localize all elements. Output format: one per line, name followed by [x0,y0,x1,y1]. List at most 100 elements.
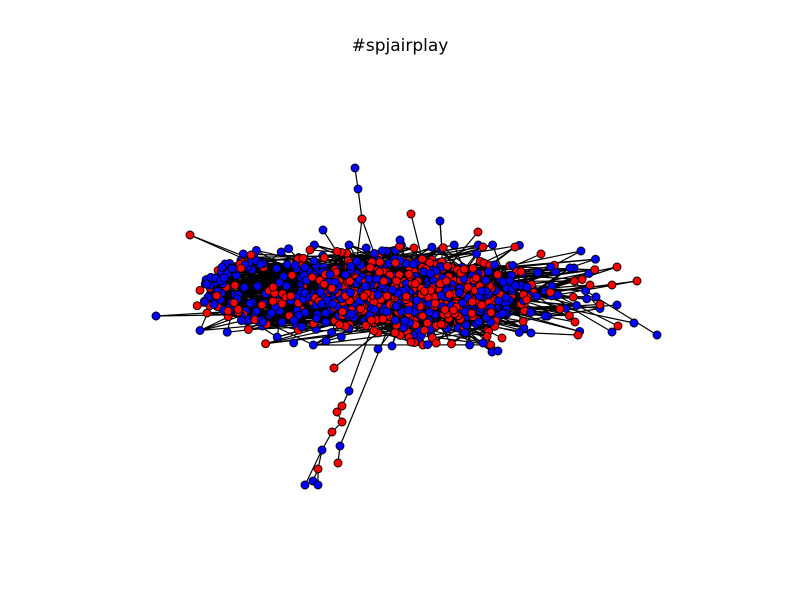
graph-node-blue [222,327,232,337]
graph-node-red [430,298,440,308]
graph-node-red [406,209,416,219]
graph-node-red [378,314,388,324]
graph-node-blue [481,275,491,285]
graph-node-blue [387,341,397,351]
graph-node-blue [272,332,282,342]
graph-node-red [229,298,239,308]
graph-node-red [564,311,574,321]
graph-node-blue [425,269,435,279]
graph-node-blue [313,480,323,490]
graph-edge [361,218,375,254]
graph-node-red [404,269,414,279]
graph-node-blue [321,308,331,318]
graph-node-red [441,276,451,286]
graph-node-blue [460,328,470,338]
graph-node-blue [514,327,524,337]
graph-node-red [335,320,344,330]
graph-node-blue [335,441,345,451]
graph-node-blue [532,291,542,301]
graph-node-red [357,214,367,224]
graph-node-red [467,308,477,318]
graph-node-red [268,296,278,306]
graph-node-red [223,306,233,316]
graph-node-red [478,242,488,252]
graph-node-blue [321,317,331,327]
graph-node-blue [364,274,374,284]
graph-node-blue [289,315,299,325]
graph-node-blue [472,249,481,259]
graph-node-red [375,257,385,267]
graph-node-blue [387,285,397,295]
graph-node-blue [511,281,521,290]
graph-node-blue [344,386,354,396]
graph-edge [550,291,619,327]
graph-node-blue [297,322,307,332]
nodes-layer [151,163,662,490]
graph-node-red [233,304,243,314]
graph-node-blue [217,262,227,272]
graph-node-red [277,299,287,309]
graph-node-blue [373,290,383,300]
graph-node-blue [200,297,210,307]
graph-node-red [536,249,546,259]
graph-node-red [468,263,478,273]
graph-node-blue [253,281,263,291]
graph-node-blue [321,336,331,346]
graph-node-red [390,258,400,268]
graph-node-blue [533,268,543,278]
graph-edge [220,251,282,301]
graph-node-red [356,304,366,314]
graph-node-blue [540,311,550,321]
graph-node-red [436,319,446,329]
graph-node-blue [493,346,503,356]
graph-node-blue [400,316,410,326]
graph-node-red [337,417,347,427]
graph-node-blue [458,298,467,308]
graph-node-blue [277,317,287,327]
graph-node-red [463,282,473,292]
graph-node-red [445,290,454,299]
graph-node-red [448,305,458,315]
graph-node-red [613,321,623,331]
graph-node-blue [454,288,464,298]
graph-node-red [569,276,579,286]
graph-node-blue [317,299,327,309]
graph-node-red [374,267,384,277]
graph-node-blue [572,301,582,310]
graph-node-red [365,263,375,273]
graph-node-blue [424,307,434,317]
graph-node-red [333,458,343,468]
graph-node-red [230,280,240,290]
graph-node-blue [317,445,327,455]
graph-node-blue [591,292,601,302]
graph-node-blue [300,263,310,272]
graph-node-red [401,292,411,301]
graph-node-red [438,243,448,253]
graph-node-blue [391,301,401,311]
graph-node-red [410,279,420,289]
graph-node-red [477,300,487,310]
graph-node-blue [151,311,161,321]
graph-node-blue [312,313,322,323]
graph-node-blue [501,293,511,302]
graph-node-red [366,315,376,325]
graph-node-red [577,275,587,284]
graph-node-red [612,262,622,272]
graph-node-blue [353,184,363,194]
graph-node-blue [327,327,337,337]
graph-edge [356,218,363,262]
graph-node-red [573,330,583,340]
graph-node-red [332,246,342,256]
graph-node-red [195,285,205,295]
graph-node-blue [361,243,371,253]
graph-node-red [307,272,317,282]
graph-edge [447,231,479,268]
graph-node-blue [490,260,499,270]
graph-node-blue [522,282,532,292]
graph-node-blue [195,326,205,335]
graph-node-blue [282,281,292,291]
graph-node-red [345,276,355,286]
graph-edge [333,332,379,369]
graph-node-blue [412,295,422,305]
